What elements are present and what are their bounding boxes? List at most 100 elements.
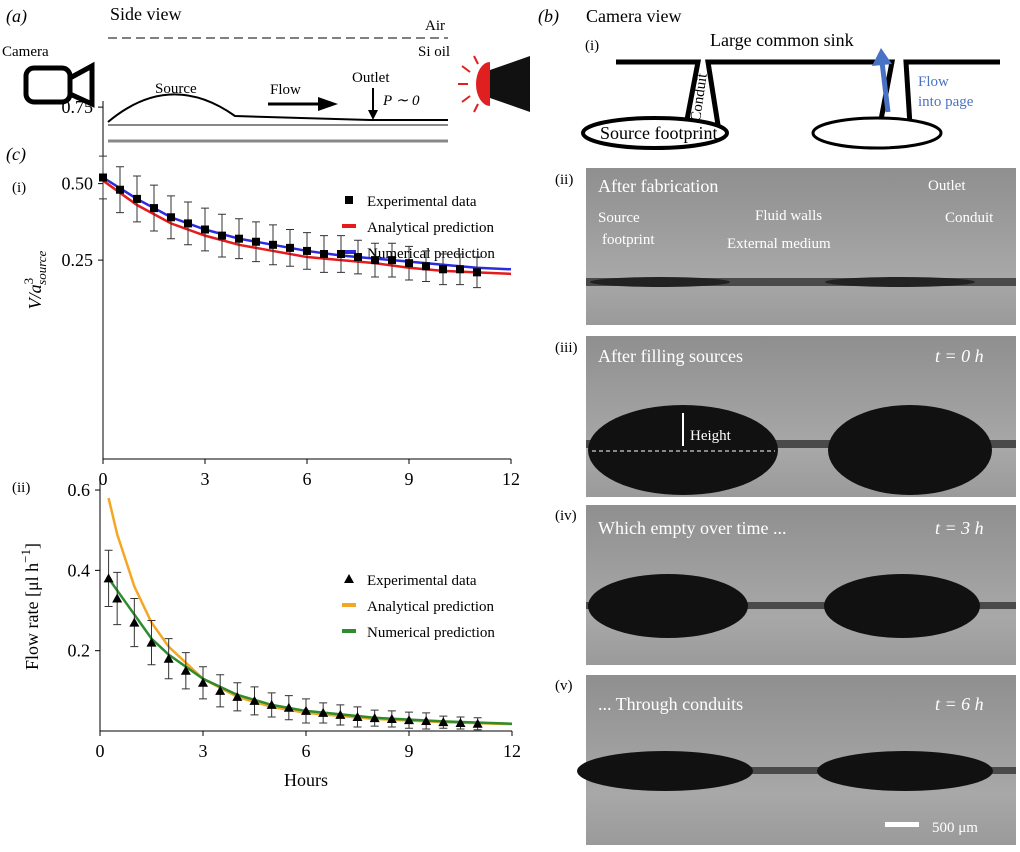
point bbox=[337, 249, 345, 258]
legend-label: Numerical prediction bbox=[367, 625, 495, 641]
legend-label: Experimental data bbox=[367, 194, 477, 210]
annotation: Conduit bbox=[945, 210, 994, 226]
point bbox=[201, 225, 209, 234]
scale-bar bbox=[885, 822, 919, 827]
point bbox=[286, 243, 294, 252]
point bbox=[146, 637, 157, 647]
point bbox=[320, 249, 328, 258]
panel-label: (b) bbox=[538, 6, 559, 27]
annotation: Height bbox=[690, 428, 732, 444]
droplet bbox=[824, 574, 980, 638]
label: Conduit bbox=[688, 72, 711, 123]
arrowhead bbox=[318, 97, 338, 111]
point bbox=[150, 204, 158, 213]
footprint bbox=[590, 277, 730, 287]
x-tick-label: 6 bbox=[302, 741, 311, 761]
point bbox=[345, 196, 353, 204]
annotation: footprint bbox=[602, 232, 655, 248]
y-label-sub: source bbox=[34, 250, 49, 284]
x-tick-label: 9 bbox=[405, 469, 414, 489]
point bbox=[249, 695, 260, 705]
point bbox=[116, 185, 124, 194]
point bbox=[318, 707, 329, 717]
y-tick-label: 0.6 bbox=[68, 480, 91, 500]
sub-label: (iv) bbox=[555, 508, 577, 524]
y-tick-label: 0.2 bbox=[68, 641, 91, 661]
substrate-edge bbox=[586, 278, 1016, 286]
label: Outlet bbox=[352, 70, 390, 86]
sub-label: (iii) bbox=[555, 340, 578, 356]
legend-label: Analytical prediction bbox=[367, 599, 495, 615]
panel-label: (a) bbox=[6, 6, 27, 27]
droplet bbox=[828, 405, 992, 495]
point bbox=[235, 234, 243, 243]
x-tick-label: 6 bbox=[303, 469, 312, 489]
light-housing bbox=[490, 56, 530, 112]
panel-a: (a) Side view Air Si oil Camera Source F… bbox=[2, 4, 530, 143]
point bbox=[438, 717, 449, 727]
caption: After fabrication bbox=[598, 176, 718, 196]
footprint bbox=[811, 116, 943, 150]
flow-arrow bbox=[879, 61, 891, 113]
annotation: Outlet bbox=[928, 178, 966, 194]
point bbox=[335, 709, 346, 719]
point bbox=[352, 711, 363, 721]
substrate-edge bbox=[586, 602, 1016, 609]
point bbox=[184, 219, 192, 228]
sub-label: (i) bbox=[585, 38, 599, 54]
y-tick-label: 0.75 bbox=[62, 97, 94, 117]
y-tick-label: 0.50 bbox=[62, 174, 94, 194]
annotation: Fluid walls bbox=[755, 208, 822, 224]
x-tick-label: 0 bbox=[99, 469, 108, 489]
point bbox=[354, 253, 362, 262]
label: Si oil bbox=[418, 44, 450, 60]
label: Air bbox=[425, 18, 445, 34]
point bbox=[371, 256, 379, 265]
label: Flow bbox=[270, 82, 301, 98]
y-tick-label: 0.25 bbox=[62, 250, 94, 270]
x-tick-label: 9 bbox=[405, 741, 414, 761]
point bbox=[386, 713, 397, 723]
point bbox=[252, 237, 260, 246]
point bbox=[215, 685, 226, 695]
point bbox=[473, 268, 481, 277]
droplet bbox=[817, 751, 993, 791]
panel-label: (ii) bbox=[12, 480, 30, 496]
sub-label: (v) bbox=[555, 678, 573, 694]
y-label-suffix: ] bbox=[22, 543, 42, 549]
point bbox=[303, 246, 311, 255]
point bbox=[301, 705, 311, 715]
point bbox=[455, 717, 466, 727]
chart: (i)0 3 6 9 120.250.500.75V/a3sourceExperimen… bbox=[12, 97, 520, 489]
photo bbox=[586, 168, 1016, 325]
time: t = 3 h bbox=[935, 518, 984, 538]
point bbox=[99, 173, 107, 182]
time: t = 0 h bbox=[935, 346, 984, 366]
point bbox=[269, 240, 277, 249]
sub-label: (ii) bbox=[555, 172, 573, 188]
point bbox=[266, 699, 277, 709]
y-axis-label: Flow rate [μl h−1] bbox=[18, 543, 42, 670]
point bbox=[439, 265, 447, 274]
scale-label: 500 μm bbox=[932, 820, 978, 836]
label: into page bbox=[918, 94, 974, 110]
photo-iii: (iii) After filling sources t = 0 h Heig… bbox=[555, 336, 1016, 497]
droplet bbox=[588, 405, 778, 495]
x-tick-label: 3 bbox=[199, 741, 208, 761]
point bbox=[405, 259, 413, 268]
legend-label: Experimental data bbox=[367, 573, 477, 589]
source-profile bbox=[107, 93, 448, 123]
x-tick-label: 12 bbox=[502, 469, 520, 489]
light-source bbox=[476, 62, 490, 106]
label: Source footprint bbox=[600, 123, 717, 143]
chart: (ii) 0 3 6 9 12 0.2 0.4 0.6 Hours Flow rate [μl h−… bbox=[12, 480, 521, 790]
panel-b-schematic: (b) Camera view (i) Large common sink Co… bbox=[538, 6, 1000, 150]
y-tick-label: 0.4 bbox=[68, 560, 91, 580]
point bbox=[404, 715, 414, 725]
x-axis-label: Hours bbox=[284, 770, 328, 790]
droplet bbox=[577, 751, 753, 791]
photo-v: (v) ... Through conduits t = 6 h 500 μm bbox=[555, 675, 1016, 845]
annotation: External medium bbox=[727, 236, 831, 252]
point bbox=[388, 256, 396, 265]
